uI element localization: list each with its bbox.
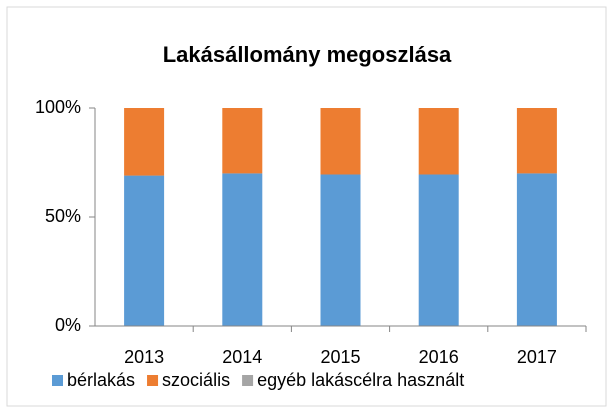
- bar-segment: [418, 108, 459, 175]
- legend-swatch: [147, 375, 159, 386]
- y-tick-label: 100%: [35, 97, 81, 117]
- bar-segment: [516, 108, 557, 174]
- bar-segment: [516, 173, 557, 326]
- legend-swatch: [52, 375, 63, 386]
- y-tick-label: 50%: [45, 206, 81, 226]
- legend-swatch: [242, 375, 254, 386]
- chart-title: Lakásállomány megoszlása: [163, 42, 452, 67]
- x-tick-label: 2017: [517, 347, 557, 367]
- bar-segment: [222, 108, 263, 174]
- bar-segment: [124, 175, 165, 326]
- x-tick-label: 2013: [124, 347, 164, 367]
- bar-segment: [320, 108, 361, 175]
- legend-label: egyéb lakáscélra használt: [257, 370, 464, 390]
- bar-segment: [320, 174, 361, 326]
- x-tick-label: 2015: [320, 347, 360, 367]
- legend-label: bérlakás: [67, 370, 135, 390]
- legend-label: szociális: [162, 370, 230, 390]
- chart-border: [6, 6, 607, 407]
- x-tick-label: 2014: [222, 347, 262, 367]
- bar-segment: [222, 173, 263, 326]
- bar-segment: [124, 108, 165, 176]
- x-tick-label: 2016: [419, 347, 459, 367]
- y-tick-label: 0%: [55, 315, 81, 335]
- bar-segment: [418, 174, 459, 326]
